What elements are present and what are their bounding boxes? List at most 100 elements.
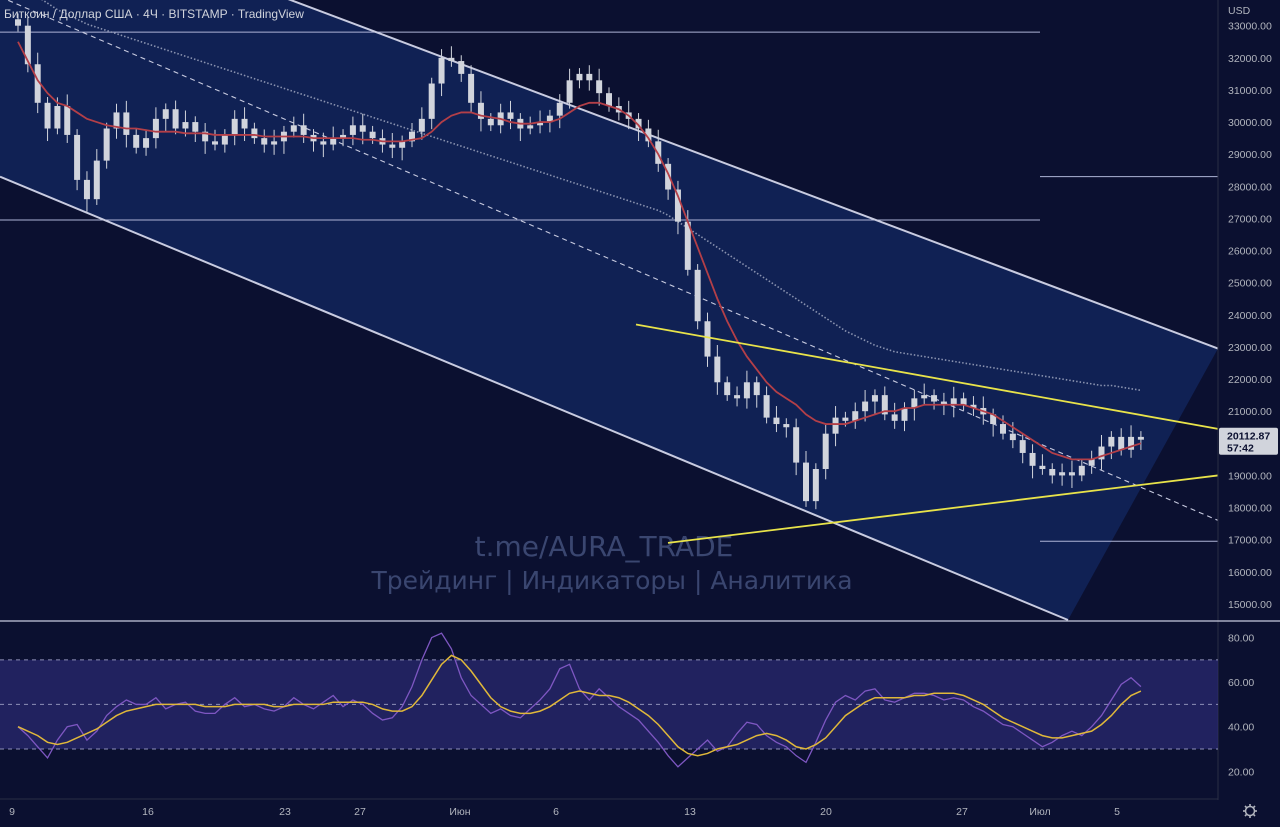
candle-body [832,417,839,434]
candle [901,402,908,432]
candle [862,389,869,422]
candle [586,65,593,91]
candle-body [409,131,415,142]
price-tick-label: 28000.00 [1228,181,1272,193]
candle [694,264,701,330]
candle [1098,434,1105,470]
candle [162,103,169,132]
gear-icon[interactable] [1243,804,1257,818]
candle-body [93,160,100,200]
candle [448,46,455,67]
candle [527,116,534,135]
candle [231,110,238,146]
channel-fill [0,0,1218,620]
candle-body [1049,469,1056,476]
candle [261,129,268,153]
time-tick-label: 20 [820,806,832,818]
gray-ma-line [41,0,1142,392]
candle [103,122,110,169]
candle-body [586,73,593,81]
candle [192,116,199,142]
candle [123,100,130,148]
candle [83,171,90,212]
candle-body [34,64,41,103]
candle-body [349,125,356,135]
rsi-tick-label: 40.00 [1228,722,1254,734]
candle [389,132,396,159]
time-axis[interactable]: 9 16 23 27 Июн 6 13 20 27 Июл 5 [9,806,1120,818]
candle [133,129,140,154]
candle-body [15,19,21,26]
rsi-tick-label: 60.00 [1228,677,1254,689]
rsi-axis[interactable]: 80.00 60.00 40.00 20.00 [1228,633,1254,779]
price-tick-label: 27000.00 [1228,213,1272,225]
channel-boundary-line [287,0,1219,350]
candle [409,123,415,148]
candle-body [320,141,327,145]
watermark: t.me/AURA_TRADE Трейдинг | Индикаторы | … [370,530,852,595]
candle [418,107,425,140]
candle [990,408,997,437]
candle [172,100,179,135]
candle-body [724,382,731,396]
candle-body [1137,436,1144,440]
candle [34,52,41,114]
triangle-line [667,474,1219,544]
candle [320,132,327,158]
candle-body [773,417,780,425]
candle [221,129,228,153]
candle [763,386,770,424]
price-tick-label: 15000.00 [1228,599,1272,611]
candle-body [152,118,159,139]
candle [931,389,938,410]
candle [635,113,642,142]
candle [822,425,829,480]
price-tick-label: 19000.00 [1228,470,1272,482]
price-tick-label: 23000.00 [1228,342,1272,354]
candle [743,370,750,409]
candle-body [44,102,51,129]
candle [753,376,760,408]
candle [290,116,297,138]
candle-body [1009,433,1016,441]
candle [1108,431,1115,460]
candle-body [448,57,455,62]
triangle-lines [635,323,1219,544]
candle-body [1000,424,1006,434]
candle-body [694,269,701,322]
candle [674,180,681,235]
candle [921,383,928,405]
candle [665,158,672,200]
candle [645,119,652,148]
rsi-lines [17,632,1142,768]
candle-body [1029,452,1036,466]
time-tick-label: 27 [956,806,968,818]
gray-moving-average [41,0,1142,392]
candle-body [576,73,583,81]
price-tick-label: 26000.00 [1228,246,1272,258]
candle-body [172,109,179,129]
candle-body [340,134,347,139]
candle-body [556,102,563,116]
candle-body [251,128,258,139]
time-tick-label: Июл [1029,806,1050,818]
watermark-line1: t.me/AURA_TRADE [475,530,734,563]
candle [556,94,563,129]
candle-body [950,398,957,405]
candle-body [162,109,169,119]
candle-body [221,134,228,145]
candle [606,87,612,112]
candle-body [566,80,573,103]
candle-body [83,179,90,200]
candle [704,312,711,367]
candle [871,389,878,415]
candle [576,68,583,89]
red-moving-average [17,41,1142,461]
candle [251,122,258,144]
time-tick-label: 6 [553,806,559,818]
candle [812,463,819,510]
price-tick-label: 32000.00 [1228,53,1272,65]
price-tick-label: 25000.00 [1228,278,1272,290]
price-tick-label: 18000.00 [1228,503,1272,515]
